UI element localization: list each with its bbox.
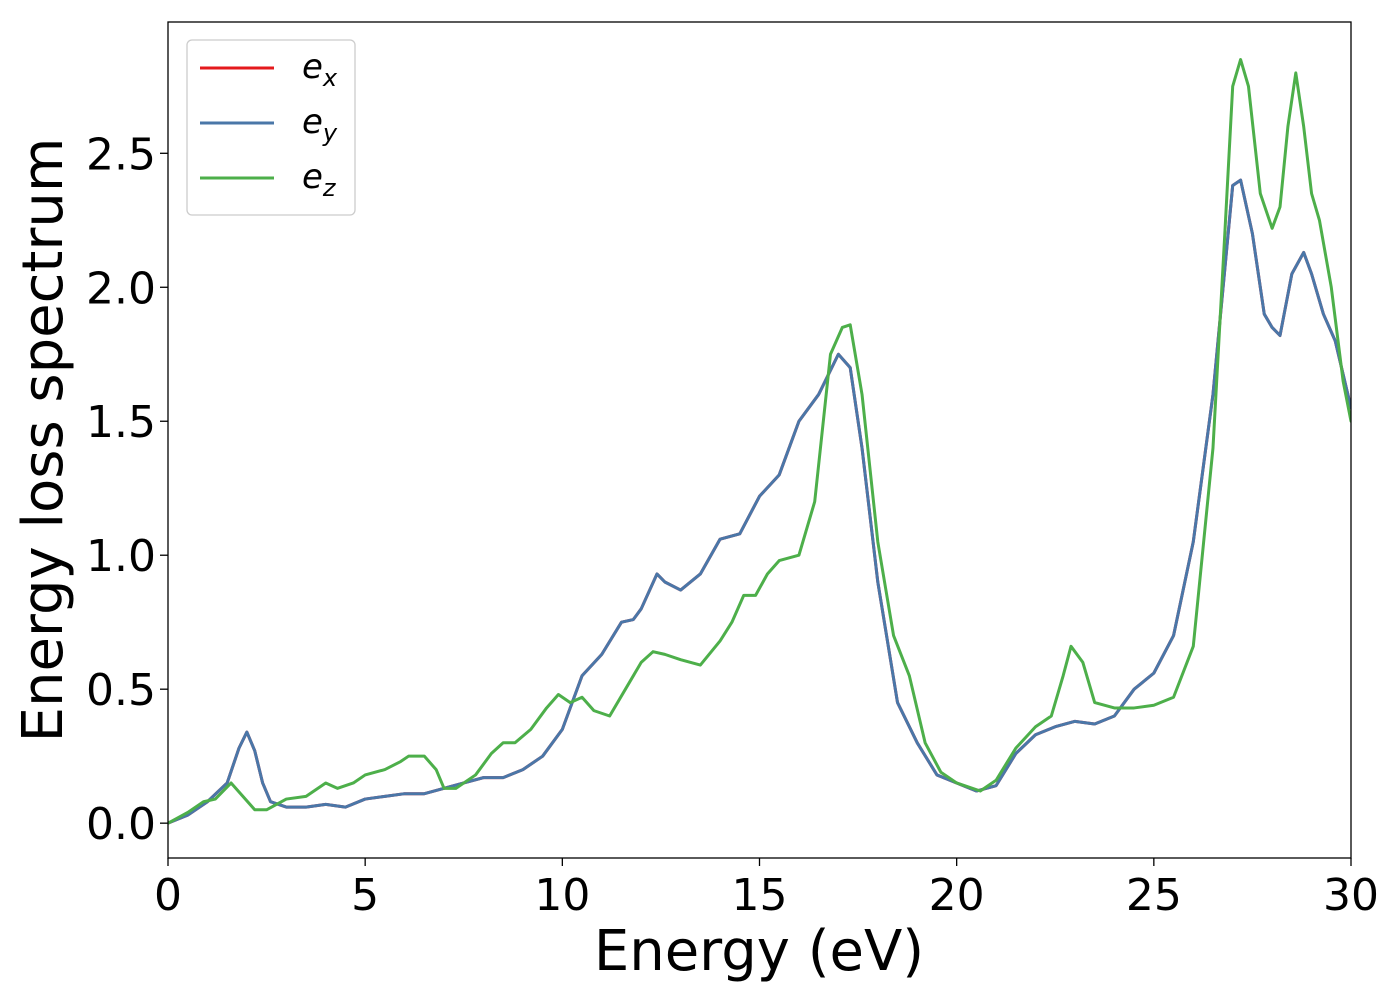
y-tick-label: 1.0	[86, 531, 156, 582]
y-tick-label: 0.5	[86, 665, 156, 716]
x-tick-label: 20	[929, 870, 985, 921]
x-tick-label: 15	[732, 870, 788, 921]
x-axis: 0 5 10 15 20 25 30	[154, 858, 1379, 921]
x-tick-label: 30	[1323, 870, 1379, 921]
series-line-x	[168, 178, 1351, 825]
legend-subscript-y: y	[322, 119, 338, 147]
x-tick-label: 5	[351, 870, 379, 921]
x-axis-label: Energy (eV)	[594, 919, 924, 984]
legend-subscript-z: z	[322, 174, 337, 202]
y-tick-label: 0.0	[86, 799, 156, 850]
x-tick-label: 0	[154, 870, 182, 921]
series-layer	[168, 58, 1351, 825]
y-tick-label: 2.0	[86, 263, 156, 314]
series-line-z	[168, 58, 1351, 825]
y-tick-label: 2.5	[86, 129, 156, 180]
legend-subscript-x: x	[322, 64, 338, 92]
x-tick-label: 25	[1126, 870, 1182, 921]
x-tick-label: 10	[534, 870, 590, 921]
y-tick-label: 1.5	[86, 397, 156, 448]
y-axis: 0.0 0.5 1.0 1.5 2.0 2.5	[86, 129, 168, 850]
series-line-y	[168, 178, 1351, 825]
y-axis-label: Energy loss spectrum	[11, 138, 76, 743]
legend-box	[186, 39, 356, 216]
